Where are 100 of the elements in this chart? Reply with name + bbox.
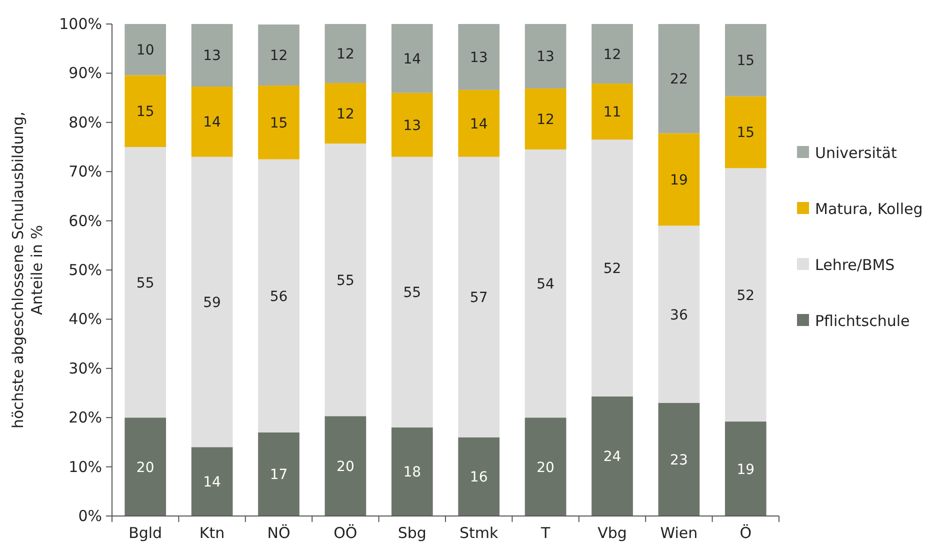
data-label: 56 xyxy=(270,288,288,305)
y-tick-label: 0% xyxy=(78,507,102,525)
bar xyxy=(324,144,366,416)
bar xyxy=(124,75,166,147)
data-label: 14 xyxy=(203,474,222,491)
data-label: 15 xyxy=(736,125,755,142)
data-label: 15 xyxy=(736,53,755,70)
bar xyxy=(258,432,300,516)
data-label: 36 xyxy=(670,307,688,324)
bar xyxy=(592,140,633,396)
bar xyxy=(724,422,766,516)
bar xyxy=(658,402,700,516)
y-tick-label: 60% xyxy=(68,212,102,230)
y-tick-label: 20% xyxy=(68,408,102,427)
y-tick-label: 70% xyxy=(68,162,102,181)
data-label: 54 xyxy=(536,276,555,293)
legend-label: Universität xyxy=(815,144,897,162)
y-tick-label: 40% xyxy=(68,310,102,328)
bar xyxy=(724,168,766,422)
data-label: 12 xyxy=(536,112,554,128)
data-label: 23 xyxy=(670,452,688,468)
bar xyxy=(658,24,700,134)
x-tick-label: Vbg xyxy=(598,524,627,542)
x-tick-label: Wien xyxy=(660,524,698,542)
data-label: 12 xyxy=(603,46,622,63)
y-tick-label: 50% xyxy=(68,261,102,279)
bar xyxy=(524,149,566,418)
bar xyxy=(524,418,566,516)
data-label: 13 xyxy=(403,118,422,134)
y-tick-label: 90% xyxy=(68,64,102,82)
y-tick-label: 100% xyxy=(59,15,102,33)
data-label: 55 xyxy=(136,275,154,292)
data-label: 13 xyxy=(203,48,221,64)
data-label: 19 xyxy=(736,462,755,478)
bar xyxy=(592,24,633,84)
data-label: 55 xyxy=(403,285,422,302)
data-label: 14 xyxy=(203,114,222,131)
y-tick-label: 30% xyxy=(68,359,102,378)
x-tick-label: T xyxy=(540,524,551,542)
bar xyxy=(458,24,500,90)
bar xyxy=(391,92,433,157)
x-tick-label: NÖ xyxy=(267,524,290,542)
data-label: 22 xyxy=(670,72,688,88)
y-tick-label: 10% xyxy=(68,458,102,476)
data-label: 12 xyxy=(336,106,354,122)
bar xyxy=(658,133,700,226)
data-label: 14 xyxy=(403,51,422,68)
bar xyxy=(658,226,700,403)
data-label: 16 xyxy=(470,470,488,486)
bar xyxy=(458,156,500,438)
data-label: 15 xyxy=(270,115,288,132)
bar xyxy=(324,24,366,84)
data-label: 17 xyxy=(270,467,288,484)
bar xyxy=(191,86,233,157)
data-label: 59 xyxy=(203,294,221,311)
bar xyxy=(724,96,766,168)
bar xyxy=(258,24,300,86)
legend-label: Lehre/BMS xyxy=(815,256,895,274)
y-tick-label: 80% xyxy=(68,113,102,132)
data-label: 55 xyxy=(336,272,354,289)
legend-label: Pflichtschule xyxy=(815,312,910,330)
data-label: 13 xyxy=(536,49,554,66)
x-tick-label: Ktn xyxy=(199,524,225,542)
bar xyxy=(258,86,300,160)
bar xyxy=(324,83,366,144)
legend-label: Matura, Kolleg xyxy=(815,200,923,218)
data-label: 57 xyxy=(470,290,488,306)
bar xyxy=(391,156,433,428)
bar xyxy=(592,396,633,516)
bar xyxy=(391,24,433,93)
x-tick-label: Ö xyxy=(740,524,752,542)
bar xyxy=(191,447,233,516)
bar xyxy=(458,437,500,516)
bar xyxy=(524,24,566,88)
data-label: 13 xyxy=(470,50,488,66)
y-axis-title: höchste abgeschlossene Schulausbildung, Anteile in % xyxy=(9,111,46,429)
data-label: 52 xyxy=(603,261,622,278)
bar xyxy=(124,418,166,516)
data-label: 12 xyxy=(270,48,288,64)
bar xyxy=(124,147,166,418)
data-label: 15 xyxy=(136,104,154,120)
x-tick-label: OÖ xyxy=(334,524,358,542)
bar xyxy=(191,24,233,86)
data-label: 11 xyxy=(603,104,622,121)
data-label: 18 xyxy=(403,464,422,481)
bar xyxy=(258,159,300,432)
data-label: 19 xyxy=(670,172,688,188)
data-label: 14 xyxy=(470,116,488,132)
bar xyxy=(124,24,166,76)
data-label: 52 xyxy=(736,288,755,304)
data-label: 20 xyxy=(536,460,554,476)
x-tick-label: Sbg xyxy=(398,524,426,542)
bar xyxy=(458,90,500,157)
x-tick-label: Stmk xyxy=(460,524,499,542)
bar xyxy=(391,427,433,516)
data-label: 10 xyxy=(136,42,154,59)
data-label: 24 xyxy=(603,449,622,466)
bar xyxy=(324,416,366,516)
data-label: 20 xyxy=(136,460,154,476)
bar xyxy=(191,156,233,448)
